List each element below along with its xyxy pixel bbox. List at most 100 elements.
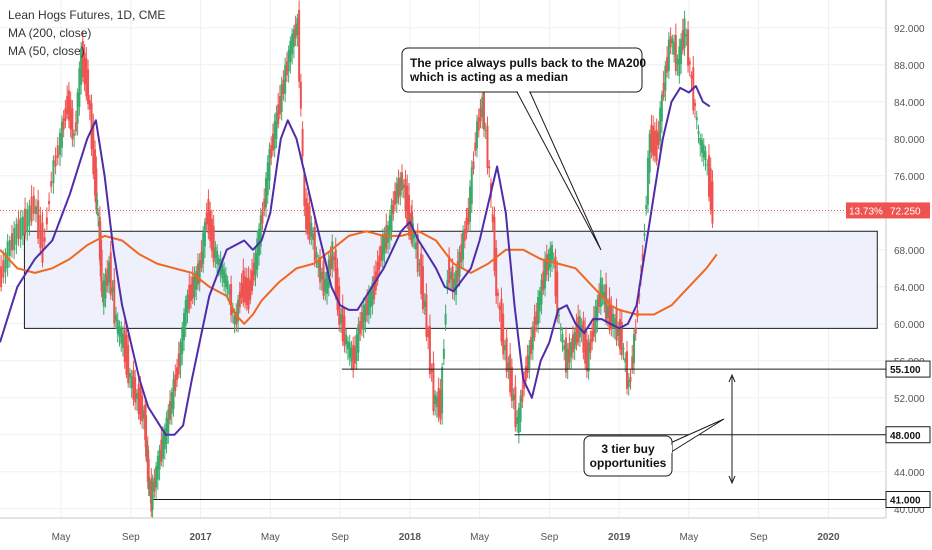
price-candle-body [132,370,135,400]
price-candle-body [67,90,70,121]
legend-ma50: MA (50, close) [8,44,85,58]
price-candle-body [58,133,61,155]
price-candle-body [449,272,452,280]
price-candle-body [21,216,24,236]
price-candle-body [524,366,527,382]
price-candle-body [263,198,266,211]
price-candle-body [544,259,547,289]
price-candle-body [326,271,329,294]
price-candle-body [516,417,519,424]
price-candle-body [523,379,526,389]
price-candle-body [153,477,156,492]
price-candle-body [462,232,465,260]
price-candle-body [519,395,522,423]
price-candle-body [561,334,564,343]
price-candle-body [233,315,236,325]
price-candle-body [64,108,67,121]
support-tag [885,360,931,378]
price-candle-body [435,396,438,408]
price-candle-body [289,40,292,62]
price-candle-body [460,244,463,263]
price-candle-body [56,145,59,158]
price-candle-body [620,322,623,356]
price-candle-body [608,298,611,331]
price-candle-body [659,107,662,142]
price-candle-body [666,56,669,73]
price-candle-body [613,318,616,328]
price-candle-body [606,305,609,319]
price-candle-body [477,117,480,131]
price-candle-body [601,284,604,298]
price-candle-body [52,160,55,184]
price-candle-body [418,263,421,266]
price-candle-body [0,266,3,288]
price-candle-body [434,394,437,405]
price-candle-body [127,344,130,384]
price-candle-body [683,18,686,48]
x-tick-label: May [52,532,71,543]
price-candle-body [413,235,416,238]
price-candle-body [169,400,172,420]
price-candle-body [2,260,5,278]
price-candle-body [348,342,351,358]
price-candle-body [612,313,615,329]
price-candle-body [537,296,540,325]
price-candle-body [109,252,112,296]
y-tick-label: 92.000 [894,24,925,35]
price-candle-body [392,200,395,215]
price-candle-body [371,283,374,306]
price-candle-body [451,266,454,292]
price-candle-body [671,38,674,44]
price-candle-body [421,266,424,310]
price-candle-body [145,415,148,457]
price-candle-body [319,256,322,283]
price-candle-body [305,198,308,230]
price-candle-body [388,215,391,240]
price-candle-body [223,269,226,283]
price-candle-body [296,17,299,36]
price-candle-body [254,253,257,276]
price-candle-body [188,284,191,310]
price-candle-body [148,480,151,485]
price-candle-body [399,177,402,196]
price-candle-body [160,439,163,462]
price-candle-body [350,347,353,362]
price-candle-body [313,226,316,262]
price-candle-body [37,200,40,239]
price-candle-body [34,206,37,215]
x-tick-label: May [470,532,489,543]
price-candle-body [680,39,683,65]
price-candle-body [598,292,601,307]
price-candle-body [383,233,386,254]
price-candle-body [655,129,658,162]
legend-ma200: MA (200, close) [8,26,92,40]
price-candle-body [167,409,170,434]
price-candle-body [653,130,656,157]
price-candle-body [467,207,470,225]
price-candle-body [306,202,309,235]
price-candle-body [280,83,283,112]
price-candle-body [60,121,63,148]
price-candle-body [324,278,327,292]
price-candle-body [130,376,133,389]
price-candle-body [39,215,42,248]
price-candle-body [493,216,496,271]
price-candle-body [423,300,426,307]
price-candle-body [259,215,262,247]
price-candle-body [242,270,245,303]
price-candle-body [681,30,684,51]
price-candle-body [496,292,499,296]
ma200-note-text: which is acting as a median [409,70,568,84]
price-candle-body [521,389,524,402]
price-candle-body [102,280,105,307]
price-candle-body [275,112,278,140]
price-candle-body [629,377,632,382]
change-tag-label: 13.73% [849,206,883,217]
arrow-head-up [728,373,736,383]
price-candle-body [559,327,562,331]
price-candle-body [8,239,11,256]
price-candle-body [491,214,494,223]
price-candle-body [155,466,158,488]
price-candle-body [203,221,206,247]
price-candle-body [230,284,233,316]
